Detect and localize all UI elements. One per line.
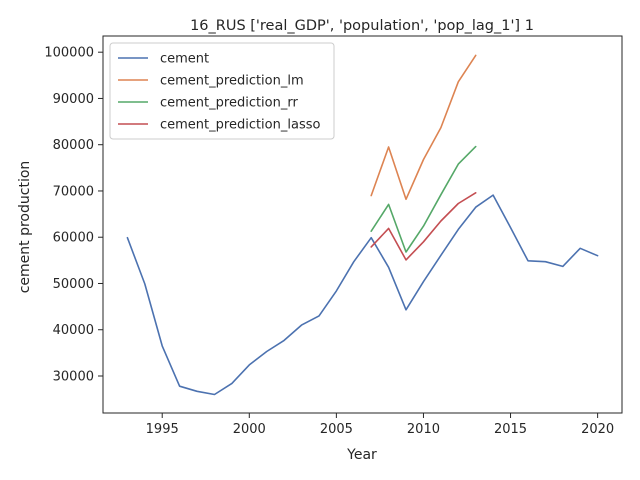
x-tick-label: 2015: [494, 422, 527, 437]
y-axis-label: cement production: [17, 161, 33, 294]
x-tick-label: 2000: [233, 422, 266, 437]
x-tick-label: 2005: [320, 422, 353, 437]
x-tick-label: 1995: [146, 422, 179, 437]
y-tick-label: 70000: [53, 184, 94, 199]
series-lines: [126, 54, 599, 396]
x-axis-ticks: 1995 2000 2005 2010 2015 2020: [146, 413, 614, 437]
x-axis-label: Year: [346, 447, 377, 463]
legend-entry-label: cement_prediction_rr: [160, 96, 298, 111]
series-line-cement: [126, 194, 599, 396]
y-tick-label: 80000: [53, 138, 94, 153]
x-tick-label: 2010: [407, 422, 440, 437]
chart-title: 16_RUS ['real_GDP', 'population', 'pop_l…: [190, 18, 534, 34]
legend-box: [109, 42, 335, 140]
y-tick-label: 30000: [53, 369, 94, 384]
plot-frame: [102, 35, 623, 414]
legend-entry-label: cement_prediction_lasso: [160, 118, 320, 133]
series-line-cement-prediction-lm: [370, 54, 477, 201]
y-tick-label: 60000: [53, 231, 94, 246]
y-tick-label: 50000: [53, 277, 94, 292]
y-tick-label: 90000: [53, 92, 94, 107]
legend: cement cement_prediction_lm cement_predict…: [109, 42, 335, 140]
legend-entry-label: cement_prediction_lm: [160, 74, 304, 89]
series-line-cement-prediction-rr: [370, 145, 477, 253]
y-tick-label: 40000: [53, 323, 94, 338]
legend-entry-label: cement: [160, 52, 209, 67]
series-line-cement-prediction-lasso: [370, 192, 477, 261]
y-tick-label: 100000: [44, 46, 94, 61]
y-axis-ticks: 30000 40000 50000 60000 70000 80000 90000 10000…: [44, 46, 103, 384]
x-tick-label: 2020: [581, 422, 614, 437]
